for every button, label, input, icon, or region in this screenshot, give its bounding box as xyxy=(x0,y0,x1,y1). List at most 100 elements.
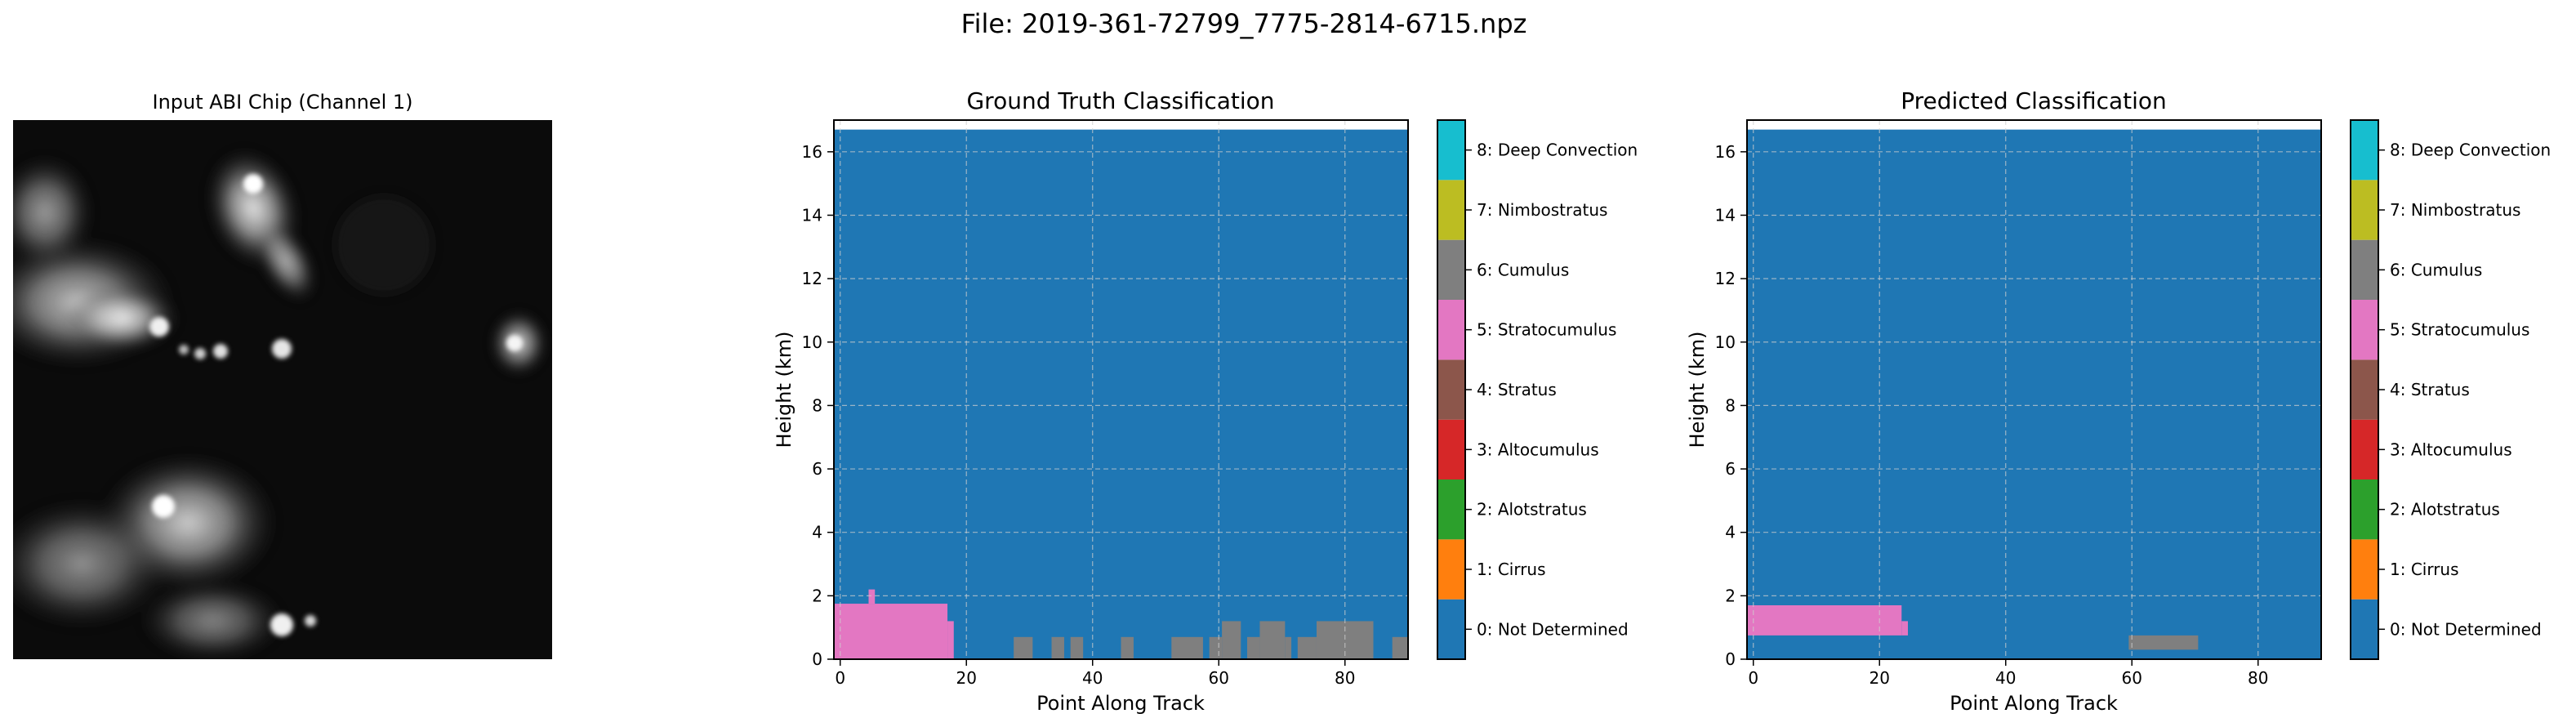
x-tick-label: 80 xyxy=(2248,668,2268,688)
colorbar-segment xyxy=(1437,479,1465,540)
heatmap-cell-class-5 xyxy=(834,604,948,659)
y-tick-label: 6 xyxy=(812,459,822,479)
colorbar-segment xyxy=(2351,419,2378,479)
colorbar-label: 0: Not Determined xyxy=(1477,619,1629,639)
heatmap-cell-class-5 xyxy=(947,621,954,659)
colorbar-segment xyxy=(2351,300,2378,360)
colorbar-label: 3: Altocumulus xyxy=(2390,439,2512,459)
x-axis-label: Point Along Track xyxy=(1036,692,1205,715)
figure-suptitle: File: 2019-361-72799_7775-2814-6715.npz xyxy=(961,8,1527,39)
predicted-chart: Predicted Classification 0 20 40 60 80 0 2 4 6 8… xyxy=(1686,87,2322,715)
y-ticks: 0 2 4 6 8 10 12 14 16 xyxy=(1715,142,1747,669)
heatmap-cells xyxy=(834,129,1408,659)
ground-truth-colorbar: 0: Not Determined 1: Cirrus 2: Alotstratus… xyxy=(1437,119,1638,660)
x-axis-label: Point Along Track xyxy=(1950,692,2118,715)
heatmap-cell-class-6 xyxy=(1297,636,1317,659)
x-tick-label: 40 xyxy=(1995,668,2016,688)
heatmap-cell-class-6 xyxy=(1392,636,1408,659)
y-tick-label: 2 xyxy=(1725,586,1736,605)
y-tick-label: 6 xyxy=(1725,459,1736,479)
colorbar-label: 7: Nimbostratus xyxy=(2390,200,2520,220)
colorbar-label: 1: Cirrus xyxy=(1477,560,1546,579)
x-ticks: 0 20 40 60 80 xyxy=(1748,659,2268,688)
y-tick-label: 16 xyxy=(1715,142,1736,162)
heatmap-cell-class-6 xyxy=(1070,636,1084,659)
heatmap-cell-class-6 xyxy=(1247,636,1260,659)
colorbar-segment xyxy=(1437,120,1465,181)
y-tick-label: 8 xyxy=(812,395,822,415)
heatmap-cell-class-6 xyxy=(2128,635,2199,650)
x-tick-label: 0 xyxy=(835,668,845,688)
y-tick-label: 4 xyxy=(812,523,822,542)
colorbar-segment xyxy=(1437,239,1465,300)
colorbar-label: 6: Cumulus xyxy=(2390,260,2482,279)
x-tick-label: 60 xyxy=(2122,668,2142,688)
colorbar-frame xyxy=(1437,119,1466,660)
colorbar-segment xyxy=(1437,359,1465,420)
colorbar-segment xyxy=(2351,479,2378,540)
heatmap-cell-class-6 xyxy=(1209,636,1223,659)
y-tick-label: 0 xyxy=(812,649,822,669)
y-tick-label: 8 xyxy=(1725,395,1736,415)
x-ticks: 0 20 40 60 80 xyxy=(835,659,1355,688)
y-tick-label: 12 xyxy=(802,269,822,288)
x-tick-label: 60 xyxy=(1209,668,1229,688)
colorbar-segment xyxy=(2351,599,2378,659)
colorbar-frame xyxy=(2350,119,2379,660)
colorbar-label: 3: Altocumulus xyxy=(1477,439,1599,459)
y-tick-label: 0 xyxy=(1725,649,1736,669)
image-panel: Input ABI Chip (Channel 1) xyxy=(13,91,552,659)
x-tick-label: 80 xyxy=(1335,668,1355,688)
colorbar-label: 2: Alotstratus xyxy=(1477,500,1587,520)
colorbar-segment xyxy=(1437,180,1465,240)
y-tick-label: 10 xyxy=(1715,332,1736,352)
y-tick-label: 10 xyxy=(802,332,822,352)
x-tick-label: 20 xyxy=(1870,668,1890,688)
x-tick-label: 20 xyxy=(956,668,977,688)
ground-truth-chart: Ground Truth Classification 0 20 40 60 80 0 2… xyxy=(773,87,1409,715)
heatmap-cell-class-6 xyxy=(1121,636,1134,659)
colorbar-segment xyxy=(1437,599,1465,659)
y-tick-label: 4 xyxy=(1725,523,1736,542)
y-tick-label: 14 xyxy=(802,205,822,225)
heatmap-background-cell xyxy=(1747,129,2321,659)
heatmap-cell-class-5 xyxy=(1747,605,1902,636)
colorbar-segment xyxy=(1437,539,1465,600)
y-tick-label: 14 xyxy=(1715,205,1736,225)
colorbar-label: 0: Not Determined xyxy=(2390,619,2542,639)
x-tick-label: 40 xyxy=(1082,668,1103,688)
colorbar-segment xyxy=(2351,120,2378,181)
colorbar-segment xyxy=(2351,239,2378,300)
colorbar-segment xyxy=(2351,539,2378,600)
colorbar-segment xyxy=(1437,419,1465,479)
heatmap-cells xyxy=(1747,129,2321,659)
y-axis-label: Height (km) xyxy=(1686,332,1709,448)
y-ticks: 0 2 4 6 8 10 12 14 16 xyxy=(802,142,834,669)
colorbar-label: 6: Cumulus xyxy=(1477,260,1569,279)
colorbar-label: 1: Cirrus xyxy=(2390,560,2459,579)
colorbar-label: 4: Stratus xyxy=(1477,380,1557,399)
heatmap-cell-class-6 xyxy=(1171,636,1203,659)
colorbar-segment xyxy=(2351,359,2378,420)
colorbar-label: 7: Nimbostratus xyxy=(1477,200,1607,220)
colorbar-label: 5: Stratocumulus xyxy=(2390,320,2529,340)
image-panel-title: Input ABI Chip (Channel 1) xyxy=(152,91,412,114)
plot-frame xyxy=(1746,119,2322,660)
heatmap-cell-class-6 xyxy=(1222,621,1241,659)
chart-title: Predicted Classification xyxy=(1901,87,2167,114)
heatmap-cell-class-6 xyxy=(1285,636,1292,659)
heatmap-cell-class-5 xyxy=(868,589,876,604)
predicted-colorbar: 0: Not Determined 1: Cirrus 2: Alotstratus… xyxy=(2350,119,2551,660)
y-tick-label: 2 xyxy=(812,586,822,605)
colorbar-segment xyxy=(1437,300,1465,360)
colorbar-segment xyxy=(2351,180,2378,240)
heatmap-background-cell xyxy=(834,129,1408,659)
heatmap-cell-class-6 xyxy=(1259,621,1286,659)
y-tick-label: 12 xyxy=(1715,269,1736,288)
colorbar-label: 4: Stratus xyxy=(2390,380,2470,399)
satellite-image xyxy=(13,120,552,659)
heatmap-cell-class-5 xyxy=(1901,621,1908,636)
y-tick-label: 16 xyxy=(802,142,822,162)
heatmap-cell-class-6 xyxy=(1014,636,1033,659)
